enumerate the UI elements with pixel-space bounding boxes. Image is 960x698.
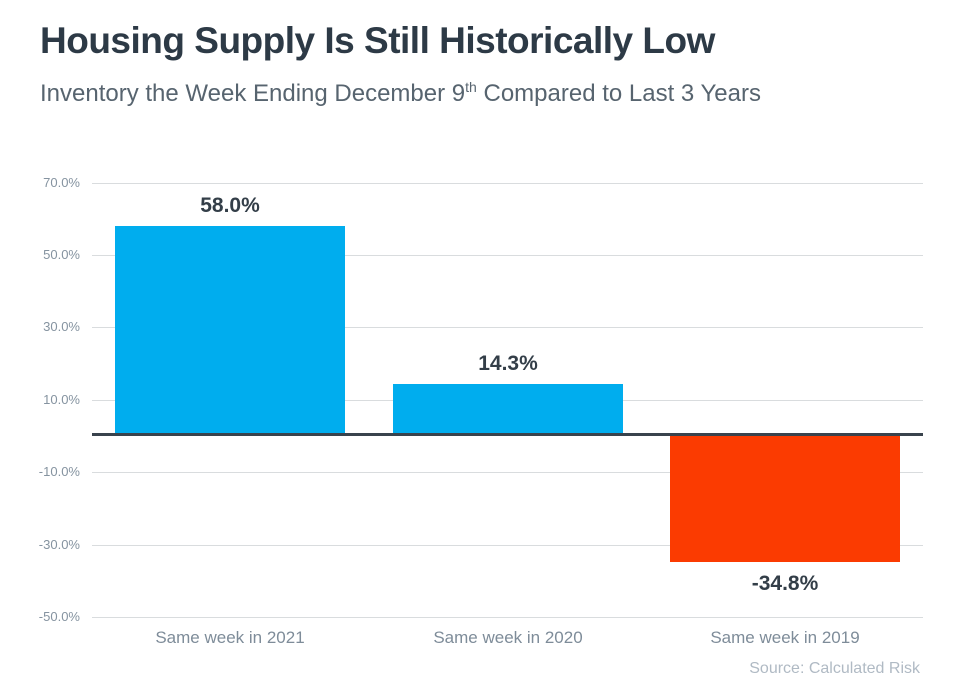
subtitle-text-prefix: Inventory the Week Ending December 9: [40, 80, 466, 107]
page-title: Housing Supply Is Still Historically Low: [40, 20, 715, 61]
category-label: Same week in 2019: [710, 628, 860, 647]
bar-3: [670, 436, 900, 562]
y-axis-tick-label: 50.0%: [43, 247, 80, 262]
bar-value-label: 14.3%: [478, 352, 538, 375]
category-label: Same week in 2020: [433, 628, 583, 647]
page-subtitle: Inventory the Week Ending December 9th C…: [40, 80, 761, 108]
category-label: Same week in 2021: [155, 628, 305, 647]
subtitle-text-suffix: Compared to Last 3 Years: [476, 80, 761, 107]
y-gridline: [92, 255, 923, 256]
y-gridline: [92, 327, 923, 328]
y-gridline: [92, 183, 923, 184]
y-axis-tick-label: 30.0%: [43, 319, 80, 334]
y-axis-tick-label: -50.0%: [38, 609, 80, 624]
source-note: Source: Calculated Risk: [749, 660, 920, 677]
y-gridline: [92, 617, 923, 618]
bar-value-label: 58.0%: [200, 194, 260, 217]
y-gridline: [92, 545, 923, 546]
y-axis-tick-label: 70.0%: [43, 175, 80, 190]
bar-2: [393, 384, 623, 436]
subtitle-superscript: th: [465, 79, 477, 95]
y-gridline: [92, 472, 923, 473]
y-axis-tick-label: -10.0%: [38, 464, 80, 479]
bar-1: [115, 226, 345, 436]
zero-axis-line: [92, 433, 923, 436]
y-axis-tick-label: -30.0%: [38, 537, 80, 552]
y-axis-tick-label: 10.0%: [43, 392, 80, 407]
bar-value-label: -34.8%: [751, 572, 819, 595]
